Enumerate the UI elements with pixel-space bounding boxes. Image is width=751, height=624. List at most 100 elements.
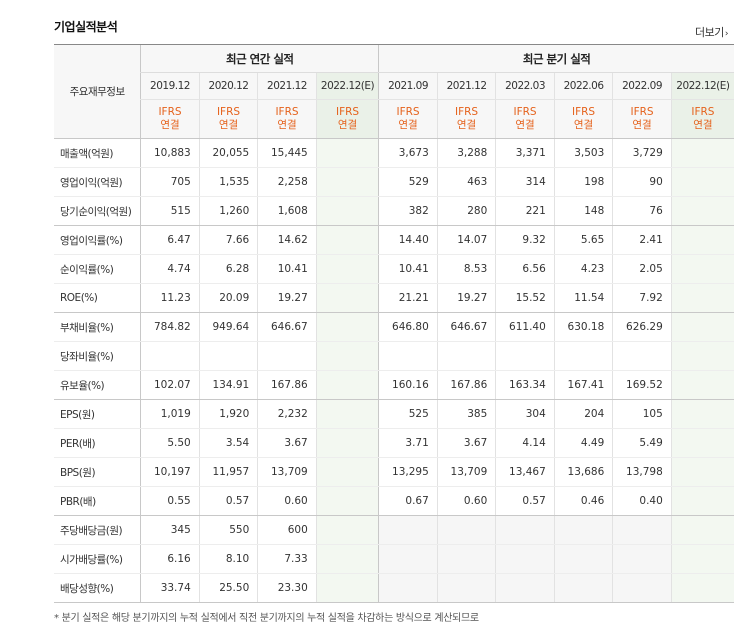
quarter-value-cell bbox=[378, 341, 438, 371]
ifrs-header: IFRS 연결 bbox=[436, 99, 496, 139]
annual-value-cell: 23.30 bbox=[257, 573, 317, 603]
quarter-value-cell bbox=[612, 573, 672, 603]
quarter-value-cell: 163.34 bbox=[495, 370, 555, 400]
annual-value-cell bbox=[315, 399, 379, 429]
annual-value-cell: 4.74 bbox=[140, 254, 200, 284]
ifrs-label: IFRS bbox=[216, 106, 241, 118]
quarter-value-cell: 15.52 bbox=[495, 283, 555, 313]
quarter-value-cell: 8.53 bbox=[436, 254, 496, 284]
quarter-value-cell: 204 bbox=[553, 399, 613, 429]
ifrs-header: IFRS 연결 bbox=[553, 99, 613, 139]
annual-value-cell: 3.54 bbox=[198, 428, 258, 458]
quarter-value-cell: 11.54 bbox=[553, 283, 613, 313]
annual-value-cell: 134.91 bbox=[198, 370, 258, 400]
annual-value-cell: 0.55 bbox=[140, 486, 200, 516]
quarter-value-cell: 611.40 bbox=[495, 312, 555, 342]
quarter-value-cell: 304 bbox=[495, 399, 555, 429]
quarter-value-cell bbox=[553, 573, 613, 603]
ifrs-label: IFRS bbox=[335, 106, 360, 118]
annual-value-cell: 2,258 bbox=[257, 167, 317, 197]
quarter-value-cell bbox=[612, 515, 672, 545]
consolidated-label: 연결 bbox=[693, 119, 713, 131]
annual-value-cell: 5.50 bbox=[140, 428, 200, 458]
annual-value-cell: 20.09 bbox=[198, 283, 258, 313]
more-link[interactable]: 더보기› bbox=[695, 24, 729, 40]
annual-value-cell: 1,535 bbox=[198, 167, 258, 197]
annual-value-cell: 7.33 bbox=[257, 544, 317, 574]
quarter-value-cell bbox=[670, 138, 734, 168]
annual-value-cell: 10,197 bbox=[140, 457, 200, 487]
annual-value-cell: 600 bbox=[257, 515, 317, 545]
annual-value-cell bbox=[315, 225, 379, 255]
quarter-value-cell bbox=[436, 573, 496, 603]
annual-value-cell: 15,445 bbox=[257, 138, 317, 168]
table-row: 순이익률(%) 4.74 6.28 10.41 10.41 8.53 6.56 4.23 2.0… bbox=[54, 254, 734, 284]
ifrs-header: IFRS 연결 bbox=[257, 99, 317, 139]
row-label: 영업이익률(%) bbox=[54, 225, 141, 255]
annual-value-cell: 0.57 bbox=[198, 486, 258, 516]
quarter-value-cell bbox=[670, 573, 734, 603]
header-item-label: 주요재무정보 bbox=[54, 44, 141, 139]
quarter-value-cell: 382 bbox=[378, 196, 438, 226]
annual-value-cell: 7.66 bbox=[198, 225, 258, 255]
consolidated-label: 연결 bbox=[573, 119, 594, 131]
ifrs-header: IFRS 연결 bbox=[378, 99, 438, 139]
quarter-value-cell bbox=[670, 544, 734, 574]
row-label: 당기순이익(억원) bbox=[54, 196, 141, 226]
annual-value-cell: 1,608 bbox=[257, 196, 317, 226]
quarter-value-cell: 314 bbox=[495, 167, 555, 197]
table-row: 영업이익률(%) 6.47 7.66 14.62 14.40 14.07 9.32 5.65 2… bbox=[54, 225, 734, 255]
annual-value-cell bbox=[315, 457, 379, 487]
annual-value-cell: 10.41 bbox=[257, 254, 317, 284]
table-row: PBR(배) 0.55 0.57 0.60 0.67 0.60 0.57 0.46 0.40 bbox=[54, 486, 734, 516]
quarter-value-cell bbox=[378, 515, 438, 545]
quarter-value-cell: 13,686 bbox=[553, 457, 613, 487]
quarter-value-cell bbox=[378, 573, 438, 603]
quarter-value-cell: 529 bbox=[378, 167, 438, 197]
quarter-value-cell: 6.56 bbox=[495, 254, 555, 284]
annual-value-cell bbox=[315, 312, 379, 342]
row-label: PER(배) bbox=[54, 428, 141, 458]
quarter-value-cell bbox=[670, 312, 734, 342]
table-row: PER(배) 5.50 3.54 3.67 3.71 3.67 4.14 4.49 5.49 bbox=[54, 428, 734, 458]
row-label: BPS(원) bbox=[54, 457, 141, 487]
table-row: BPS(원) 10,197 11,957 13,709 13,295 13,709 13,4… bbox=[54, 457, 734, 487]
quarter-value-cell: 167.41 bbox=[553, 370, 613, 400]
ifrs-header: IFRS 연결 bbox=[198, 99, 258, 139]
quarter-value-cell bbox=[670, 399, 734, 429]
annual-value-cell bbox=[257, 341, 317, 371]
period-header: 2022.09 bbox=[612, 72, 672, 100]
ifrs-label: IFRS bbox=[275, 106, 299, 118]
annual-value-cell: 2,232 bbox=[257, 399, 317, 429]
chevron-right-icon: › bbox=[724, 29, 729, 39]
quarter-value-cell: 630.18 bbox=[553, 312, 613, 342]
table-row: 주당배당금(원) 345 550 600 bbox=[54, 515, 734, 545]
ifrs-header: IFRS 연결 bbox=[315, 99, 379, 139]
quarter-value-cell: 646.67 bbox=[436, 312, 496, 342]
quarter-value-cell: 5.65 bbox=[553, 225, 613, 255]
table-row: ROE(%) 11.23 20.09 19.27 21.21 19.27 15.52 11.5… bbox=[54, 283, 734, 313]
annual-value-cell bbox=[315, 573, 379, 603]
quarter-value-cell: 626.29 bbox=[612, 312, 672, 342]
annual-value-cell: 6.28 bbox=[198, 254, 258, 284]
quarter-value-cell bbox=[670, 196, 734, 226]
consolidated-label: 연결 bbox=[632, 119, 652, 131]
quarter-value-cell: 525 bbox=[378, 399, 438, 429]
period-header: 2022.03 bbox=[495, 72, 555, 100]
quarter-value-cell: 3,729 bbox=[612, 138, 672, 168]
period-header: 2022.12(E) bbox=[670, 72, 734, 100]
table-row: 당기순이익(억원) 515 1,260 1,608 382 280 221 148 76 bbox=[54, 196, 734, 226]
quarter-value-cell: 0.67 bbox=[378, 486, 438, 516]
quarter-value-cell: 7.92 bbox=[612, 283, 672, 313]
quarter-value-cell bbox=[670, 254, 734, 284]
annual-value-cell: 167.86 bbox=[257, 370, 317, 400]
annual-value-cell bbox=[315, 341, 379, 371]
financial-summary-table: 주요재무정보 최근 연간 실적 최근 분기 실적 2019.12 2020.12 2… bbox=[54, 44, 734, 603]
more-label: 더보기 bbox=[695, 26, 724, 39]
quarter-value-cell bbox=[612, 544, 672, 574]
annual-value-cell: 0.60 bbox=[257, 486, 317, 516]
quarter-value-cell: 2.05 bbox=[612, 254, 672, 284]
table-row: 당좌비율(%) bbox=[54, 341, 734, 371]
table-row: 배당성향(%) 33.74 25.50 23.30 bbox=[54, 573, 734, 603]
quarter-value-cell bbox=[436, 544, 496, 574]
